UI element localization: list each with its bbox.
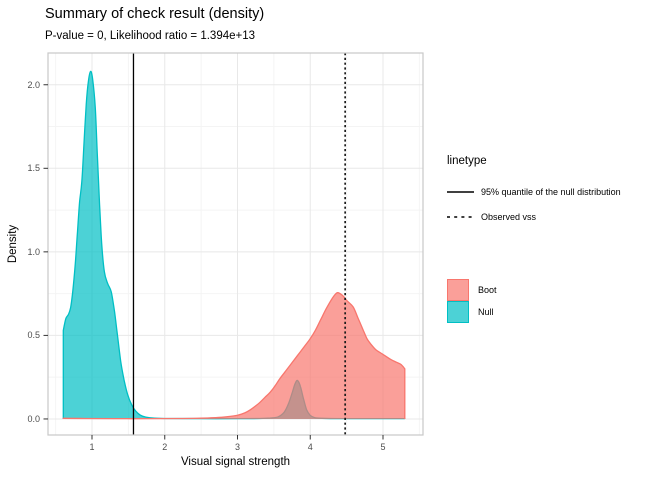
legend-entry-linetype: 95% quantile of the null distribution xyxy=(447,179,621,204)
legend-fill: Boot Null xyxy=(447,279,497,323)
plot-subtitle: P-value = 0, Likelihood ratio = 1.394e+1… xyxy=(45,30,256,42)
y-tick-label: 1.5 xyxy=(27,163,40,174)
x-tick-label: 5 xyxy=(380,442,386,452)
y-tick-label: 1.0 xyxy=(27,246,40,257)
plot-title: Summary of check result (density) xyxy=(45,6,265,22)
y-axis-title-wrap: Density xyxy=(2,53,24,435)
solid-line-icon xyxy=(447,190,474,193)
x-tick-label: 3 xyxy=(234,442,240,452)
legend-entry-fill: Null xyxy=(447,301,497,323)
legend-entry-label: Observed vss xyxy=(481,211,537,222)
legend-entry-label: 95% quantile of the null distribution xyxy=(481,186,621,197)
legend-linetype-entries: 95% quantile of the null distribution Ob… xyxy=(447,179,621,229)
panel-border xyxy=(47,52,424,436)
density-area-boot xyxy=(63,292,405,419)
x-tick-label: 2 xyxy=(162,442,168,452)
density-line-boot xyxy=(62,292,406,420)
null-swatch-icon xyxy=(447,301,469,323)
legend-linetype: linetype 95% quantile of the null distri… xyxy=(447,155,621,229)
legend-entry-linetype: Observed vss xyxy=(447,204,621,229)
legend-entry-fill: Boot xyxy=(447,279,497,301)
y-tick-label: 2.0 xyxy=(27,79,40,90)
dashed-line-icon xyxy=(447,215,474,218)
legend-entry-label: Boot xyxy=(478,285,497,295)
density-area-null xyxy=(63,71,405,420)
legend-fill-entries: Boot Null xyxy=(447,279,497,323)
legend-entry-label: Null xyxy=(478,307,494,317)
boot-swatch-icon xyxy=(447,279,469,301)
legend-linetype-title: linetype xyxy=(447,155,487,167)
y-tick-label: 0.5 xyxy=(27,330,40,341)
y-tick-label: 0.0 xyxy=(27,413,40,424)
x-tick-label: 1 xyxy=(89,442,95,452)
x-tick-label: 4 xyxy=(307,442,313,452)
x-axis-title: Visual signal strength xyxy=(180,456,291,468)
